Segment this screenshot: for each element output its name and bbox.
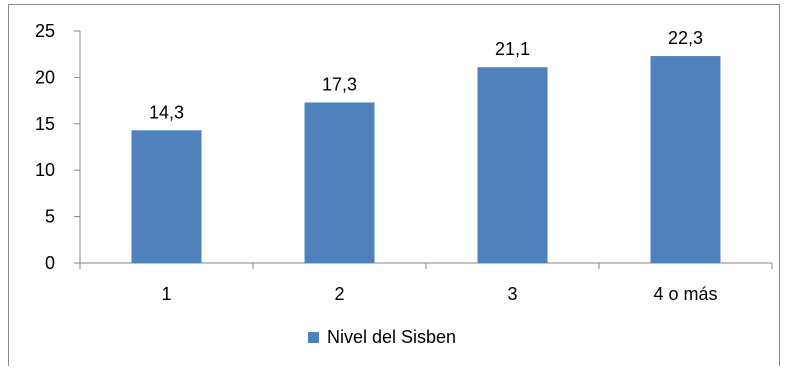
bar xyxy=(477,67,548,263)
chart-labels: 14,3 1 17,3 2 21,1 3 22,3 4 o más xyxy=(149,28,718,304)
y-tick-label: 10 xyxy=(35,160,55,180)
legend: Nivel del Sisben xyxy=(308,327,456,348)
legend-swatch xyxy=(308,332,319,343)
data-label: 22,3 xyxy=(668,28,703,48)
x-tick-label: 3 xyxy=(507,284,517,304)
chart-bars xyxy=(131,56,721,264)
y-tick-label: 15 xyxy=(35,114,55,134)
y-tick-label: 20 xyxy=(35,67,55,87)
data-label: 21,1 xyxy=(495,39,530,59)
x-tick-label: 4 o más xyxy=(653,284,717,304)
y-tick-label: 5 xyxy=(45,207,55,227)
data-label: 14,3 xyxy=(149,102,184,122)
y-tick-label: 0 xyxy=(45,253,55,273)
x-tick-label: 2 xyxy=(334,284,344,304)
bar xyxy=(131,130,202,263)
bar xyxy=(304,102,375,264)
bar xyxy=(650,56,721,263)
data-label: 17,3 xyxy=(322,74,357,94)
y-tick-label: 25 xyxy=(35,21,55,41)
x-tick-label: 1 xyxy=(161,284,171,304)
legend-label: Nivel del Sisben xyxy=(327,327,457,347)
